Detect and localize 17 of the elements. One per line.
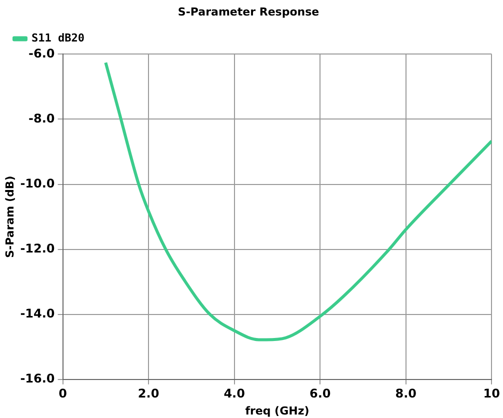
x-tick-label: 10 (483, 386, 500, 401)
x-tick-label: 6.0 (309, 386, 331, 401)
y-tick-label: -12.0 (20, 241, 55, 256)
y-tick-label: -8.0 (28, 111, 55, 126)
legend-label: S11 dB20 (32, 32, 84, 45)
x-tick-label: 0 (58, 386, 67, 401)
x-axis-title: freq (GHz) (245, 404, 310, 418)
y-tick-label: -14.0 (20, 306, 55, 320)
x-tick-label: 2.0 (138, 386, 160, 401)
y-tick-label: -10.0 (20, 176, 55, 190)
y-axis-title: S-Param (dB) (3, 176, 16, 258)
line-series (104, 61, 492, 342)
chart-title: S-Parameter Response (178, 5, 320, 18)
y-tick-label: -16.0 (20, 372, 55, 386)
y-tick-label: -6.0 (28, 46, 55, 60)
x-tick-label: 4.0 (224, 386, 245, 401)
x-tick-label: 8.0 (395, 386, 417, 401)
